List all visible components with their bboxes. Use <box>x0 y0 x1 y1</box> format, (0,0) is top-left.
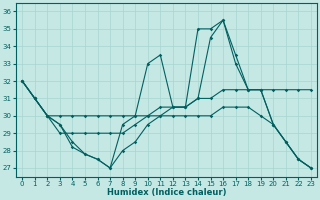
X-axis label: Humidex (Indice chaleur): Humidex (Indice chaleur) <box>107 188 226 197</box>
